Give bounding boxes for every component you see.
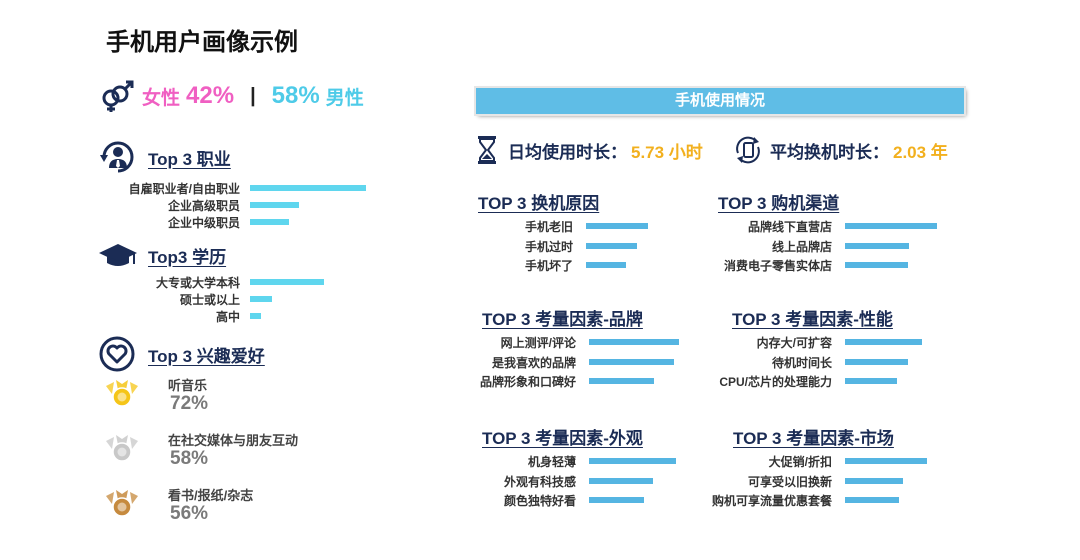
panel-item-bar [845,262,908,268]
education-label: 高中 [215,310,240,324]
daily-usage-label: 日均使用时长： [508,142,627,162]
panel-item-bar [586,242,637,249]
occupation-title: Top 3 职业 [148,149,231,169]
panel-item-label: 待机时间长 [771,355,832,370]
male-label: 男性 [325,87,364,109]
panel-title: TOP 3 考量因素-外观 [482,429,643,448]
panel-item-label: 手机坏了 [524,259,573,273]
panel-item-bar [845,358,908,365]
panel-item-bar [589,339,679,345]
interest-percentage: 72% [170,393,209,414]
panel-title: TOP 3 考量因素-性能 [732,310,893,329]
panel-item-bar [586,223,648,229]
occupation-label: 自雇职业者/自由职业 [128,182,240,196]
male-percentage: 58% [271,82,320,109]
panel-item-label: 外观有科技感 [503,474,576,489]
education-bar [250,313,261,319]
replacement-cycle-label: 平均换机时长： [770,142,889,162]
panel-item-bar [589,458,676,464]
panel-item-bar [845,339,922,345]
female-label: 女性 [142,87,181,109]
panel-item-bar [586,262,626,268]
panel-item-bar [845,378,897,384]
education-label: 硕士或以上 [179,293,240,307]
panel-item-label: 内存大/可扩容 [756,336,832,350]
panel-title: TOP 3 考量因素-市场 [733,429,894,448]
gender-symbols-icon [102,80,134,112]
occupation-bar [250,202,299,208]
panel-item-bar [845,497,899,503]
female-percentage: 42% [186,82,235,109]
panel-item-bar [589,497,644,503]
panel-item-label: 手机过时 [524,239,573,254]
hourglass-icon [478,136,496,164]
silver-medal-icon [104,433,140,463]
panel-item-label: 颜色独特好看 [503,494,576,508]
education-header: Top3 学历 [98,242,226,268]
panel-title: TOP 3 购机渠道 [718,194,840,213]
panel-item-label: 手机老旧 [524,220,573,234]
graduation-cap-icon [99,244,137,266]
interest-name: 看书/报纸/杂志 [168,488,254,503]
education-title: Top3 学历 [148,247,227,267]
panel-item-label: 消费电子零售实体店 [723,259,832,273]
panel-item-label: 可享受以旧换新 [747,474,832,489]
interests-header: Top 3 兴趣爱好 [98,336,265,372]
panel-item-bar [845,477,903,484]
panel-item-label: 品牌形象和口碑好 [479,375,576,389]
gender-split: 女性 42% | 58% 男性 [96,80,364,112]
bronze-medal-icon [104,488,140,518]
panel-item-label: 购机可享流量优惠套餐 [711,494,832,508]
replacement-cycle-stat: 平均换机时长： 2.03 年 [734,135,948,165]
gold-medal-icon [104,378,140,408]
interest-name: 在社交媒体与朋友互动 [168,433,299,448]
panel-title: TOP 3 换机原因 [478,194,600,213]
panel-title: TOP 3 考量因素-品牌 [482,310,643,329]
education-label: 大专或大学本科 [155,276,240,290]
daily-usage-stat: 日均使用时长： 5.73 小时 [476,135,703,165]
education-bar [250,296,272,302]
interest-percentage: 58% [170,448,209,469]
occupation-header: Top 3 职业 [98,138,231,176]
gender-separator: | [250,84,256,107]
panel-item-bar [845,223,937,229]
panel-item-bar [589,378,654,384]
usage-banner: 手机使用情况 [476,88,964,114]
panel-item-label: 机身轻薄 [527,455,576,469]
panel-item-label: 大促销/折扣 [768,455,832,469]
replacement-cycle-value: 2.03 年 [893,142,948,162]
interest-percentage: 56% [170,503,209,524]
education-bar [250,279,324,285]
phone-cycle-icon [736,136,760,164]
interest-name: 听音乐 [168,378,208,393]
panel-item-label: 线上品牌店 [771,239,832,254]
panel-item-label: 网上测评/评论 [500,336,576,350]
heart-icon [99,336,135,372]
interests-title: Top 3 兴趣爱好 [148,346,265,366]
occupation-label: 企业中级职员 [167,216,240,230]
panel-item-bar [845,242,909,249]
occupation-bar [250,185,366,191]
panel-item-bar [589,358,674,365]
panel-item-label: CPU/芯片的处理能力 [719,375,832,389]
panel-item-label: 品牌线下直营店 [747,220,832,234]
occupation-bar [250,219,289,225]
daily-usage-value: 5.73 小时 [631,142,703,162]
panel-item-bar [589,477,653,484]
panel-item-label: 是我喜欢的品牌 [491,355,576,370]
occupation-label: 企业高级职员 [167,199,240,213]
professional-person-icon [100,141,134,173]
page-title: 手机用户画像示例 [106,29,298,56]
panel-item-bar [845,458,927,464]
